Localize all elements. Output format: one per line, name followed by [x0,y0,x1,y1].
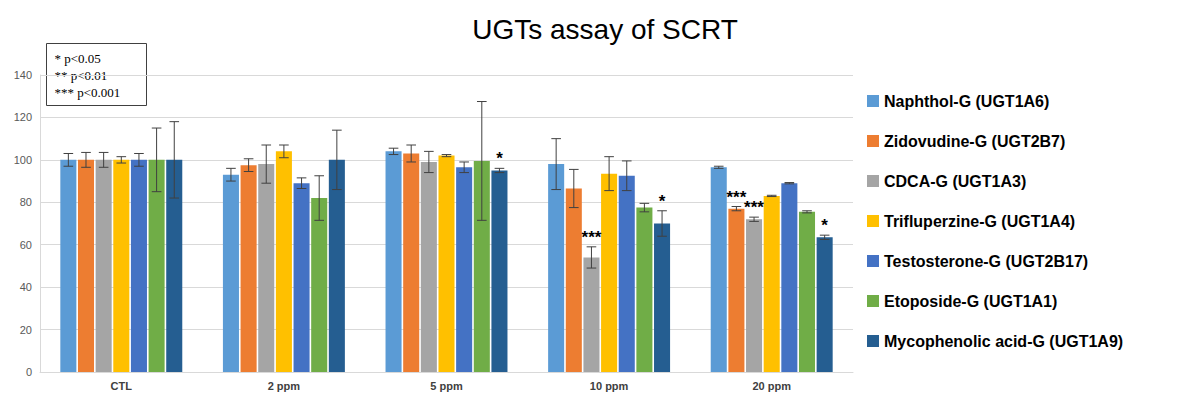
svg-text:80: 80 [20,196,32,208]
svg-text:*: * [496,149,503,168]
svg-text:10 ppm: 10 ppm [590,380,629,392]
svg-text:***: *** [582,228,602,247]
svg-text:** p<0.01: ** p<0.01 [54,67,108,83]
svg-text:UGTs assay of SCRT: UGTs assay of SCRT [472,14,738,45]
svg-text:Naphthol-G (UGT1A6): Naphthol-G (UGT1A6) [884,93,1049,110]
svg-text:* p<0.05: * p<0.05 [55,51,101,66]
svg-text:*: * [821,216,828,235]
svg-text:Trifluperzine-G (UGT1A4): Trifluperzine-G (UGT1A4) [884,213,1075,230]
svg-text:CTL: CTL [111,380,133,392]
svg-text:20 ppm: 20 ppm [752,380,791,392]
svg-text:5 ppm: 5 ppm [430,380,463,392]
svg-text:Etoposide-G (UGT1A1): Etoposide-G (UGT1A1) [884,293,1057,310]
svg-text:140: 140 [14,69,32,81]
svg-text:*: * [659,192,666,211]
svg-text:100: 100 [14,154,32,166]
svg-text:60: 60 [20,239,32,251]
svg-text:20: 20 [20,324,32,336]
svg-text:*** p<0.001: *** p<0.001 [55,85,121,100]
svg-text:40: 40 [20,281,32,293]
svg-text:2 ppm: 2 ppm [268,380,301,392]
svg-text:CDCA-G (UGT1A3): CDCA-G (UGT1A3) [884,173,1026,190]
svg-text:Zidovudine-G (UGT2B7): Zidovudine-G (UGT2B7) [884,133,1065,150]
svg-text:Testosterone-G (UGT2B17): Testosterone-G (UGT2B17) [884,253,1088,270]
svg-text:0: 0 [26,366,32,378]
svg-text:***: *** [744,198,764,217]
svg-text:Mycophenolic acid-G (UGT1A9): Mycophenolic acid-G (UGT1A9) [884,333,1123,350]
svg-text:120: 120 [14,111,32,123]
